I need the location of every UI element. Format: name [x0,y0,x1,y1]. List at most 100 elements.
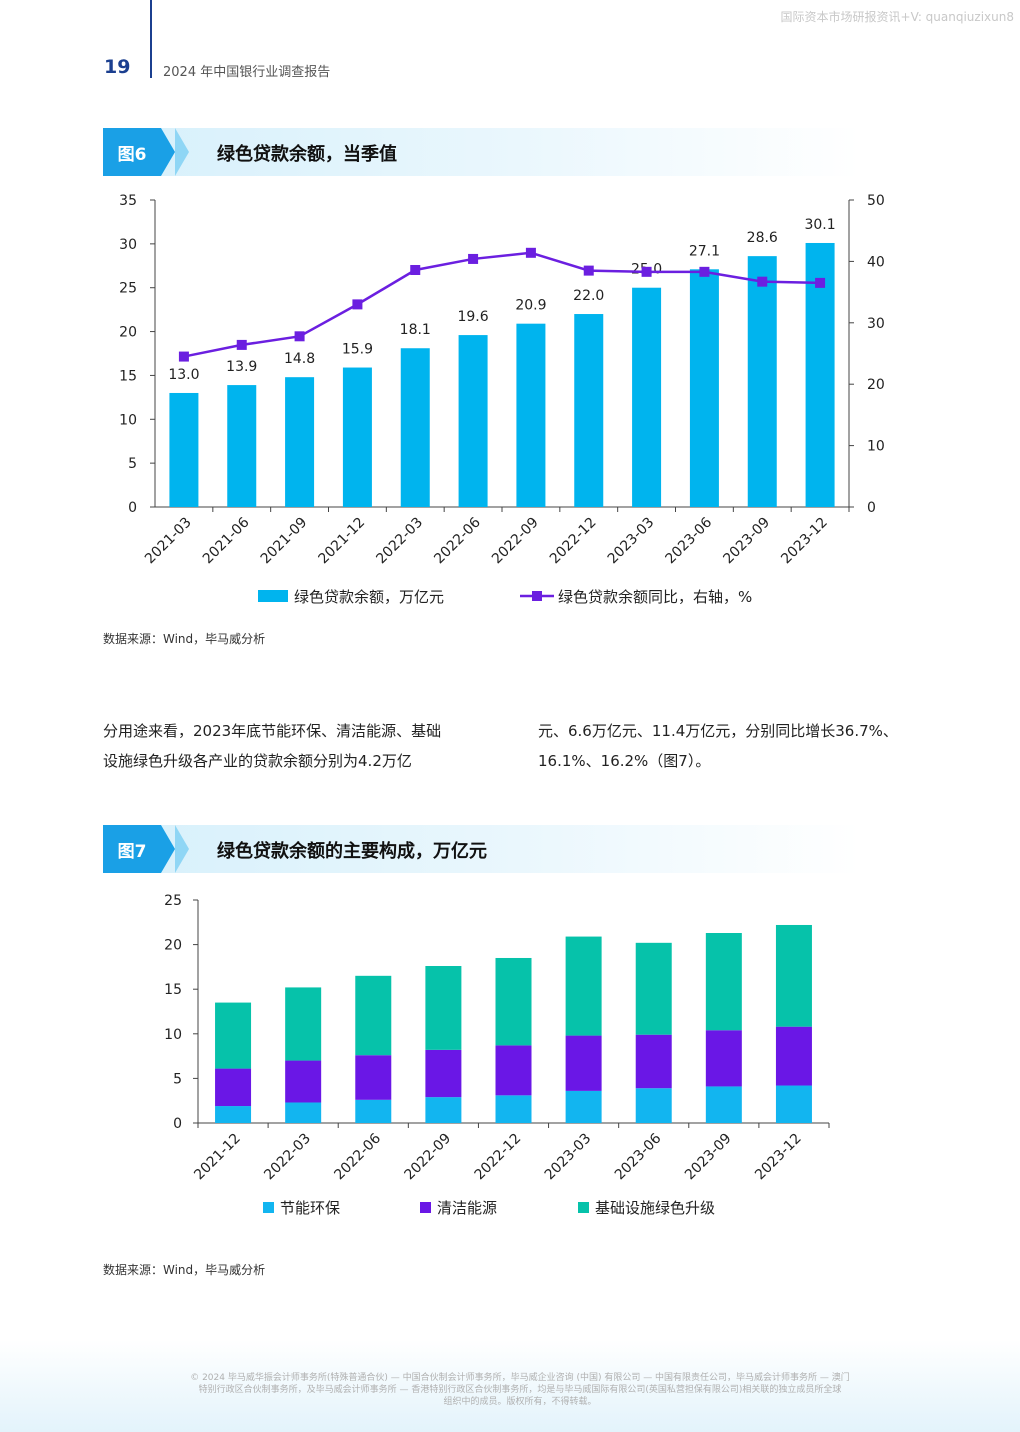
stacked-bar-segment [705,933,742,1031]
right-axis-tick-label: 40 [867,254,885,270]
x-axis-tick-label: 2021-12 [191,1131,244,1184]
stacked-bar-segment [285,1102,322,1123]
x-axis-tick-label: 2023-03 [542,1131,595,1184]
figure6-source: 数据来源：Wind，毕马威分析 [103,632,266,646]
stacked-bar-segment [565,1035,602,1091]
footer-line: 特别行政区合伙制事务所，及毕马威会计师事务所 — 香港特别行政区合伙制事务所，均… [198,1385,842,1395]
bar-data-label: 19.6 [457,309,488,325]
figure7-header: 图7 绿色贷款余额的主要构成，万亿元 [103,825,860,873]
left-axis-tick-label: 35 [119,193,137,209]
page-number: 19 [104,56,131,78]
bar-green-loan-balance [169,392,199,507]
stacked-bar-segment [705,1086,742,1123]
stacked-bar-segment [425,1097,462,1123]
stacked-bar-segment [565,1090,602,1123]
x-axis-tick-label: 2023-06 [612,1130,665,1183]
left-axis-tick-label: 30 [119,237,137,253]
bar-data-label: 18.1 [400,322,431,338]
line-marker [699,266,710,277]
x-axis-tick-label: 2022-03 [373,515,426,568]
x-axis-tick-label: 2021-06 [200,514,253,567]
bar-green-loan-balance [285,377,315,507]
x-axis-tick-label: 2021-03 [142,515,195,568]
figure6-chart: 0 5 10 15 20 25 30 35 0 10 20 30 40 50 13.0 2021-03 13.9… [119,193,885,606]
x-axis-tick-label: 2022-06 [431,514,484,567]
line-marker [583,265,594,276]
stacked-bar-segment [355,1099,392,1123]
bar-data-label: 20.9 [515,298,546,314]
header-divider [150,0,152,78]
y-axis-tick-label: 10 [164,1027,182,1043]
x-axis-tick-label: 2023-06 [663,514,716,567]
paragraph-right: 元、6.6万亿元、11.4万亿元，分别同比增长36.7%、 16.1%、16.2… [538,716,958,776]
legend-line-label: 绿色贷款余额同比，右轴，% [558,588,752,606]
footer-background [0,1340,1020,1432]
stacked-bar-segment [635,1034,672,1089]
line-marker [294,331,305,342]
bar-data-label: 30.1 [804,217,835,233]
legend-label: 清洁能源 [437,1199,497,1217]
bar-data-label: 15.9 [342,342,373,358]
left-axis-tick-label: 25 [119,281,137,297]
right-axis-tick-label: 20 [867,377,885,393]
line-marker [525,247,536,258]
bar-data-label: 13.0 [168,367,199,383]
legend-bar-swatch [258,590,288,602]
stacked-bar-segment [215,1106,252,1123]
chevron-icon [175,128,189,176]
stacked-bar-segment [425,966,462,1050]
paragraph-line: 分用途来看，2023年底节能环保、清洁能源、基础 [103,722,442,740]
bar-green-loan-balance [632,287,662,507]
x-axis-tick-label: 2023-09 [682,1131,735,1184]
x-axis-tick-label: 2022-03 [261,1131,314,1184]
stacked-bar-segment [565,936,602,1036]
chevron-icon [175,825,189,873]
left-axis-tick-label: 15 [119,368,137,384]
legend-bar-label: 绿色贷款余额，万亿元 [294,588,444,606]
figure6-tag: 图6 [103,128,161,176]
line-marker [236,339,247,350]
stacked-bar-segment [215,1002,252,1069]
bar-green-loan-balance [689,269,719,507]
paragraph-left: 分用途来看，2023年底节能环保、清洁能源、基础 设施绿色升级各产业的贷款余额分… [103,716,503,776]
watermark: 国际资本市场研报资讯+V: quanqiuzixun8 [780,10,1014,24]
stacked-bar-segment [285,1060,322,1103]
legend-label: 基础设施绿色升级 [595,1199,715,1217]
stacked-bar-segment [355,975,392,1056]
x-axis-tick-label: 2023-09 [720,515,773,568]
x-axis-tick-label: 2022-12 [547,515,600,568]
stacked-bar-segment [215,1068,252,1107]
y-axis-tick-label: 15 [164,982,182,998]
paragraph-line: 16.1%、16.2%（图7）。 [538,752,711,770]
chevron-icon [161,128,175,176]
bar-data-label: 28.6 [747,230,778,246]
figure7-chart: 0 5 10 15 20 25 2021-12 2022-03 2022-06 2022-09 20… [164,893,830,1217]
paragraph-line: 元、6.6万亿元、11.4万亿元，分别同比增长36.7%、 [538,722,898,740]
footer-copyright: © 2024 毕马威华振会计师事务所(特殊普通合伙) — 中国合伙制会计师事务所… [160,1372,880,1408]
left-axis-tick-label: 20 [119,325,137,341]
stacked-bar-segment [495,957,532,1046]
line-marker [757,276,768,287]
line-marker [410,264,421,275]
bar-data-label: 14.8 [284,351,315,367]
legend-line-marker [532,591,542,601]
bar-green-loan-balance [227,385,257,507]
bar-green-loan-balance [458,335,488,507]
stacked-bar-segment [285,987,322,1061]
bar-data-label: 22.0 [573,288,604,304]
paragraph-line: 设施绿色升级各产业的贷款余额分别为4.2万亿 [103,752,412,770]
stacked-bar-segment [495,1095,532,1123]
line-marker [468,253,479,264]
y-axis-tick-label: 20 [164,938,182,954]
legend-swatch [578,1202,589,1213]
figure7-title: 绿色贷款余额的主要构成，万亿元 [217,841,487,862]
stacked-bar-segment [495,1045,532,1096]
right-axis-tick-label: 50 [867,193,885,209]
right-axis-tick-label: 0 [867,500,876,516]
stacked-bar-segment [635,942,672,1035]
report-title: 2024 年中国银行业调查报告 [163,65,331,80]
bar-green-loan-balance [516,323,546,507]
stacked-bar-segment [775,924,812,1027]
stacked-bar-segment [705,1030,742,1087]
stacked-bar-segment [355,1055,392,1100]
